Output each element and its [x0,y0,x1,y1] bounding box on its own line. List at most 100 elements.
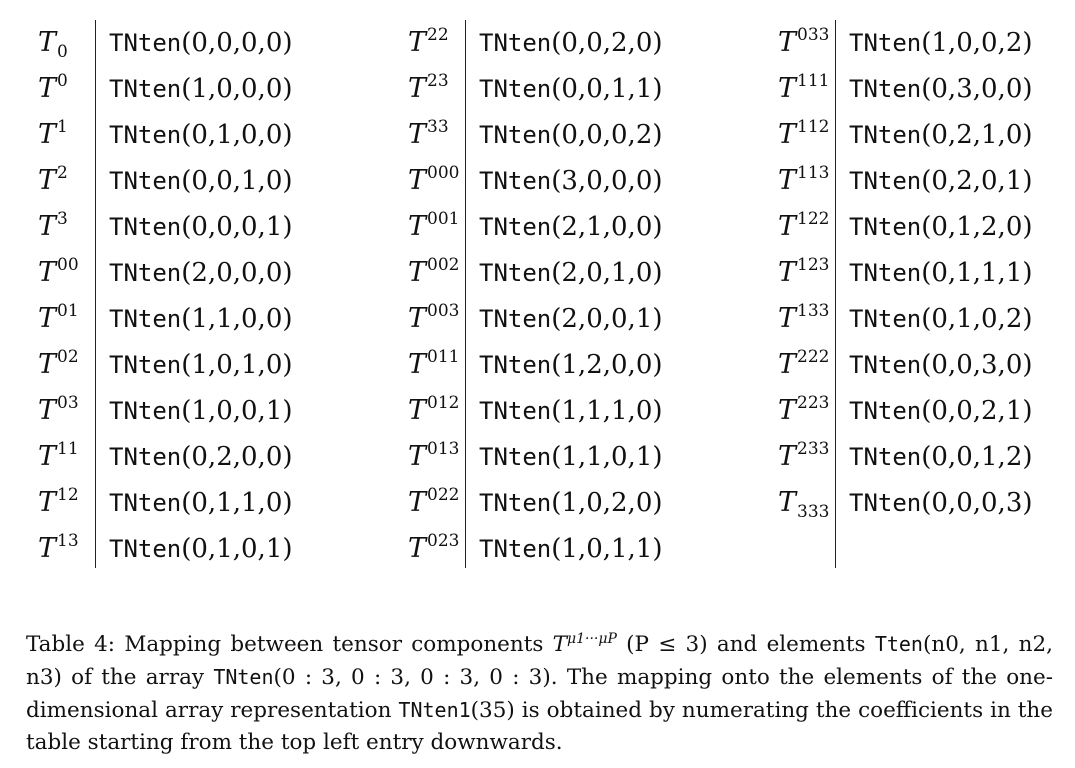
caption-tnten-args: (0 : 3, 0 : 3, 0 : 3, 0 : 3). [273,665,558,690]
table-row: T12 TNten(0,1,1,0) [0,480,370,526]
array-element: TNten(0,1,1,0) [109,488,293,518]
tensor-component: T112 [778,117,830,151]
table-row: T1 TNten(0,1,0,0) [0,112,370,158]
array-element: TNten(2,0,0,0) [109,258,293,288]
array-element: TNten(1,0,2,0) [479,488,663,518]
tensor-component: T0 [38,27,68,62]
tensor-component: T3 [38,209,68,243]
array-element: TNten(0,0,2,1) [849,396,1033,426]
table-row: T2 TNten(0,0,1,0) [0,158,370,204]
table-row: T23 TNten(0,0,1,1) [370,66,740,112]
table-row: T222 TNten(0,0,3,0) [740,342,1075,388]
table-row: T02 TNten(1,0,1,0) [0,342,370,388]
table-row: T003 TNten(2,0,0,1) [370,296,740,342]
array-element: TNten(1,1,0,1) [479,442,663,472]
table-row: T0 TNten(0,0,0,0) [0,20,370,66]
array-element: TNten(2,0,0,1) [479,304,663,334]
tensor-component: T33 [408,117,449,151]
array-element: TNten(0,1,0,0) [109,120,293,150]
table-row: T111 TNten(0,3,0,0) [740,66,1075,112]
tensor-component: T003 [408,301,460,335]
tensor-component: T013 [408,439,460,473]
table-column-1: T0 TNten(0,0,0,0) T0 TNten(1,0,0,0) T1 TNten(… [0,20,370,572]
table-row: T00 TNten(2,0,0,0) [0,250,370,296]
caption-text-2: and elements [716,632,866,657]
array-element: TNten(1,0,1,0) [109,350,293,380]
table-row: T022 TNten(1,0,2,0) [370,480,740,526]
array-element: TNten(0,0,0,2) [479,120,663,150]
array-element: TNten(0,2,0,0) [109,442,293,472]
table-row: T000 TNten(3,0,0,0) [370,158,740,204]
array-element: TNten(1,0,0,2) [849,28,1033,58]
tensor-component: T022 [408,485,460,519]
tensor-component: T233 [778,439,830,473]
tensor-component: T0 [38,71,68,105]
tensor-component: T001 [408,209,460,243]
table-row: T01 TNten(1,1,0,0) [0,296,370,342]
column-divider [835,20,836,568]
array-element: TNten(0,2,1,0) [849,120,1033,150]
tensor-component: T012 [408,393,460,427]
tensor-component: T22 [408,25,449,59]
caption-tten-args: (n0, n1, n2, n3) [26,632,1053,690]
table-row: T11 TNten(0,2,0,0) [0,434,370,480]
array-element: TNten(0,3,0,0) [849,74,1033,104]
tensor-component: T2 [38,163,68,197]
table-row: T333 TNten(0,0,0,3) [740,480,1075,526]
array-element: TNten(1,0,0,1) [109,396,293,426]
table-caption: Table 4: Mapping between tensor componen… [26,628,1053,759]
array-element: TNten(1,0,1,1) [479,534,663,564]
table-row: T002 TNten(2,0,1,0) [370,250,740,296]
table-row: T3 TNten(0,0,0,1) [0,204,370,250]
array-element: TNten(0,1,2,0) [849,212,1033,242]
tensor-component: T002 [408,255,460,289]
tensor-component: T113 [778,163,830,197]
table-row: T122 TNten(0,1,2,0) [740,204,1075,250]
table-row: T03 TNten(1,0,0,1) [0,388,370,434]
caption-tnten1-fn: TNten1 [398,698,471,722]
array-element: TNten(0,0,3,0) [849,350,1033,380]
column-divider [95,20,96,568]
caption-tnten1-args: (35) [470,698,515,723]
array-element: TNten(0,0,0,0) [109,28,293,58]
caption-text-1: Mapping between tensor components [124,632,544,657]
array-element: TNten(0,2,0,1) [849,166,1033,196]
caption-tensor-symbol: T [552,632,568,657]
array-element: TNten(0,0,1,1) [479,74,663,104]
tensor-component: T222 [778,347,830,381]
tensor-component: T03 [38,393,79,427]
table-row: T223 TNten(0,0,2,1) [740,388,1075,434]
tensor-component: T011 [408,347,460,381]
tensor-component: T133 [778,301,830,335]
table-row: T112 TNten(0,2,1,0) [740,112,1075,158]
table-row: T001 TNten(2,1,0,0) [370,204,740,250]
table-row: T133 TNten(0,1,0,2) [740,296,1075,342]
tensor-component: T023 [408,531,460,565]
tensor-component: T13 [38,531,79,565]
caption-text-5: is obtained by numerating the coefficien… [26,698,1053,755]
caption-tten-fn: Tten [874,632,923,656]
table-row: T011 TNten(1,2,0,0) [370,342,740,388]
array-element: TNten(2,1,0,0) [479,212,663,242]
caption-text-3: of the array [71,665,205,690]
column-divider [465,20,466,568]
array-element: TNten(0,0,1,0) [109,166,293,196]
tensor-component: T23 [408,71,449,105]
array-element: TNten(0,0,0,3) [849,488,1033,518]
array-element: TNten(1,2,0,0) [479,350,663,380]
tensor-component: T00 [38,255,79,289]
tensor-component: T123 [778,255,830,289]
table-row: T123 TNten(0,1,1,1) [740,250,1075,296]
array-element: TNten(1,1,1,0) [479,396,663,426]
table-row: T113 TNten(0,2,0,1) [740,158,1075,204]
caption-tnten-fn: TNten [213,665,274,689]
array-element: TNten(1,1,0,0) [109,304,293,334]
tensor-component: T000 [408,163,460,197]
array-element: TNten(0,1,1,1) [849,258,1033,288]
caption-condition: (P ≤ 3) [626,632,708,657]
mapping-table: T0 TNten(0,0,0,0) T0 TNten(1,0,0,0) T1 TNten(… [0,20,1075,572]
table-row: T233 TNten(0,0,1,2) [740,434,1075,480]
array-element: TNten(0,0,1,2) [849,442,1033,472]
array-element: TNten(0,0,0,1) [109,212,293,242]
table-row: T0 TNten(1,0,0,0) [0,66,370,112]
